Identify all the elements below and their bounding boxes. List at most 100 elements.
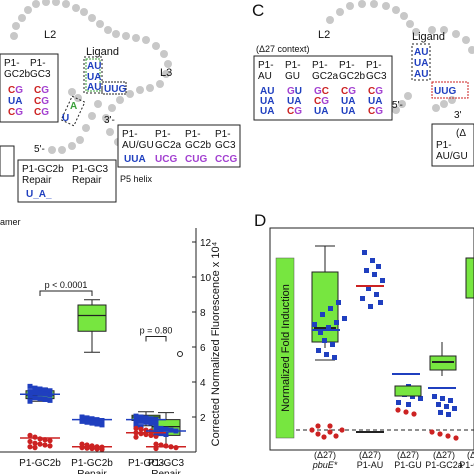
backbone-dot bbox=[392, 6, 400, 14]
data-point-square bbox=[42, 387, 48, 393]
backbone-dot bbox=[24, 6, 32, 14]
panel-b-structure: L2 L3 Ligand AU UA AU UUG A U P1-GC2b P1… bbox=[0, 0, 241, 227]
backbone-dot bbox=[346, 2, 354, 10]
data-point-square bbox=[37, 386, 43, 392]
left-cut-box bbox=[0, 145, 15, 177]
data-point-circle bbox=[32, 434, 38, 440]
d-point-circle bbox=[453, 435, 459, 441]
data-point-square bbox=[133, 413, 139, 419]
c-column-seq: UA bbox=[314, 106, 328, 117]
backbone-dot bbox=[80, 8, 88, 16]
d-point-square bbox=[380, 278, 385, 283]
d-point-square bbox=[432, 394, 437, 399]
c-nt-ua: UA bbox=[414, 58, 428, 69]
backbone-dot bbox=[108, 104, 116, 112]
backbone-dot bbox=[102, 114, 110, 122]
backbone-dot bbox=[440, 100, 448, 108]
data-point-circle bbox=[148, 432, 154, 438]
backbone-dot bbox=[406, 20, 414, 28]
data-point-circle bbox=[99, 446, 105, 452]
repair-label-2: P1-GC3 Repair bbox=[72, 164, 109, 186]
backbone-dot bbox=[412, 28, 420, 36]
data-point-square bbox=[153, 421, 159, 427]
data-point-square bbox=[163, 432, 169, 437]
x-tick-label: P1-GC3 bbox=[128, 458, 165, 469]
backbone-dot bbox=[122, 32, 130, 40]
box-body bbox=[77, 304, 107, 332]
d-point-square bbox=[418, 396, 423, 401]
d-point-square bbox=[368, 304, 373, 309]
data-point-square bbox=[47, 388, 53, 394]
backbone-dot bbox=[428, 26, 436, 34]
data-point-circle bbox=[133, 425, 139, 431]
right-box-seq-3: CUG bbox=[185, 154, 207, 165]
data-point-square bbox=[32, 390, 38, 395]
top-box-seq-3: CG bbox=[8, 107, 23, 118]
uug-box bbox=[101, 81, 127, 95]
backbone-dot bbox=[32, 0, 40, 8]
backbone-dot bbox=[404, 92, 412, 100]
d-point-square bbox=[326, 325, 331, 330]
data-point-circle bbox=[42, 442, 48, 448]
c-column-seq: CG bbox=[314, 96, 329, 107]
y-tick-label: 10 bbox=[200, 273, 212, 284]
cut-text: amer bbox=[0, 217, 21, 227]
d-point-square bbox=[370, 258, 375, 263]
d-point-square bbox=[374, 292, 379, 297]
panel-d-chart: D Normalized Fold Induction (Δ27) pbuE* (Δ… bbox=[254, 211, 474, 470]
top-box-seq-4: CG bbox=[34, 85, 49, 96]
top-box-label-1: P1-GC2b bbox=[4, 58, 31, 80]
panel-d-x-labels: (Δ27) pbuE*(Δ27) P1-AU(Δ27) P1-GU(Δ27) P1-GC… bbox=[312, 450, 474, 470]
right-box-label-2: P1-GC2a bbox=[155, 129, 182, 151]
c-column-seq: GU bbox=[287, 86, 302, 97]
backbone-dot bbox=[88, 14, 96, 22]
right-box-seq-4: CCG bbox=[215, 154, 237, 165]
data-point-circle bbox=[138, 431, 144, 437]
d-point-square bbox=[318, 330, 323, 335]
y-tick-label: 12 bbox=[200, 238, 212, 249]
panel-c-structure: C L2 Ligand AU UA AU UUG (Δ27 context) P… bbox=[252, 0, 474, 167]
backbone-dot bbox=[72, 4, 80, 12]
data-point-circle bbox=[163, 443, 169, 449]
c-corner-label: P1-AU/GU bbox=[436, 140, 468, 162]
backbone-dot bbox=[146, 84, 154, 92]
d-x-tick-label: (Δ27) pbuE* bbox=[312, 450, 338, 470]
data-point-circle bbox=[138, 426, 144, 432]
backbone-dot bbox=[112, 30, 120, 38]
c-column-label: P1-GC3 bbox=[366, 60, 387, 82]
backbone-dot bbox=[152, 42, 160, 50]
significance-bracket bbox=[39, 290, 93, 296]
backbone-dot bbox=[58, 146, 66, 154]
backbone-dot bbox=[96, 20, 104, 28]
five-prime-label: 5'- bbox=[34, 144, 45, 155]
data-point-circle bbox=[47, 443, 53, 449]
c-context-label: (Δ27 context) bbox=[256, 44, 310, 54]
c-column-seq: UA bbox=[287, 96, 301, 107]
c-column-label: P1-GC2b bbox=[339, 60, 366, 82]
nt-ua-1: UA bbox=[87, 72, 101, 83]
top-box-label-2: P1-GC3 bbox=[30, 58, 51, 80]
data-point-square bbox=[158, 425, 164, 431]
data-point-square bbox=[37, 390, 43, 396]
backbone-dot bbox=[52, 0, 60, 6]
panel-d-ylabel-bg bbox=[275, 257, 295, 439]
d-point-circle bbox=[429, 429, 435, 435]
data-point-square bbox=[143, 419, 149, 425]
top-box-seq-2: UA bbox=[8, 96, 22, 107]
data-point-square bbox=[47, 392, 53, 398]
panel-d-ylabel: Normalized Fold Induction bbox=[280, 284, 292, 412]
d-point-circle bbox=[327, 423, 333, 429]
backbone-dot bbox=[82, 124, 90, 132]
d-point-square bbox=[378, 300, 383, 305]
outlier-point bbox=[177, 351, 183, 357]
d-point-square bbox=[324, 352, 329, 357]
c-nt-au2: AU bbox=[414, 69, 428, 80]
data-point-circle bbox=[27, 432, 33, 438]
chart-means bbox=[20, 393, 186, 448]
backbone-dot bbox=[160, 50, 168, 58]
d-point-square bbox=[334, 320, 339, 325]
backbone-dot bbox=[142, 36, 150, 44]
c-column-seq: UA bbox=[260, 106, 274, 117]
